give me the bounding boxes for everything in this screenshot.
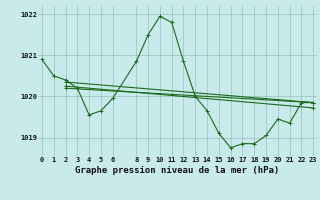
X-axis label: Graphe pression niveau de la mer (hPa): Graphe pression niveau de la mer (hPa) [76,166,280,175]
